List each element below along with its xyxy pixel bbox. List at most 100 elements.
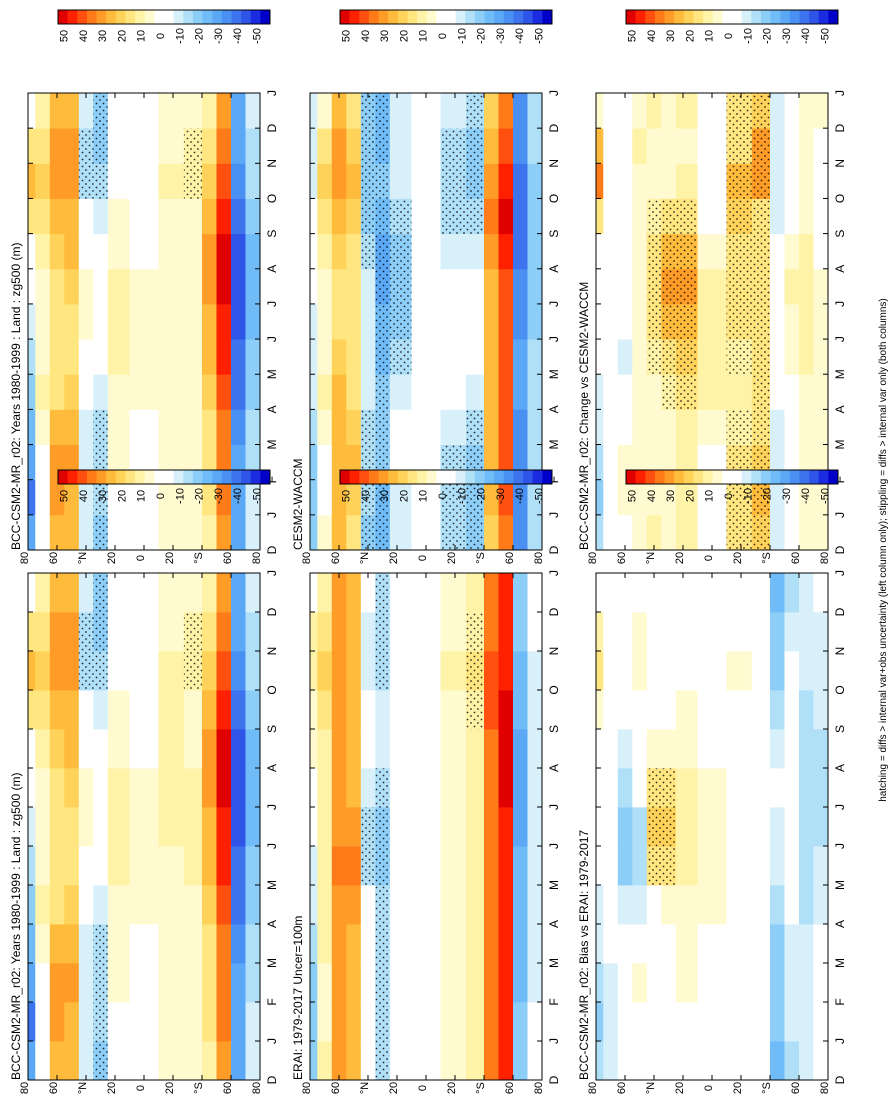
heat-cell — [617, 479, 633, 516]
stipple-cell — [375, 846, 391, 886]
heat-cell — [245, 651, 261, 691]
heat-cell — [527, 128, 543, 164]
heat-cell — [661, 163, 677, 199]
lat-tick-label: 80 — [301, 1082, 313, 1094]
heat-cell — [465, 1041, 485, 1081]
heat-cell — [751, 1002, 771, 1042]
heat-cell — [440, 303, 467, 340]
heat-cell — [346, 128, 362, 164]
heat-cell — [697, 573, 727, 613]
month-tick-label: F — [547, 476, 561, 483]
heat-cell — [93, 268, 109, 305]
heat-cell — [813, 233, 829, 270]
heat-cell — [28, 198, 36, 235]
lat-tick-label: 0 — [135, 555, 147, 561]
heat-cell — [784, 963, 800, 1003]
month-tick-label: A — [265, 920, 279, 928]
heat-cell — [216, 93, 232, 129]
lat-tick-label: 80 — [819, 1082, 831, 1094]
heat-cell — [346, 163, 362, 199]
colorbar-swatch — [674, 10, 685, 24]
heat-cell — [513, 409, 528, 445]
heat-cell — [346, 1002, 362, 1042]
heat-cell — [675, 924, 698, 964]
heat-cell — [813, 303, 829, 340]
stipple-cell — [661, 846, 677, 886]
heat-cell — [183, 303, 203, 340]
heat-cell — [331, 729, 347, 769]
heat-cell — [107, 268, 130, 305]
stipple-cell — [375, 128, 391, 164]
heat-cell — [78, 374, 94, 410]
colorbar-swatch — [703, 470, 713, 484]
month-tick-label: N — [265, 647, 279, 656]
heat-cell — [35, 1041, 51, 1081]
heat-cell — [603, 514, 619, 551]
heat-cell — [784, 846, 800, 886]
heat-cell — [331, 339, 347, 375]
heat-cell — [216, 514, 232, 551]
heat-cell — [465, 268, 485, 305]
stipple-cell — [389, 339, 412, 375]
month-tick-label: M — [833, 440, 847, 450]
stipple-cell — [751, 163, 771, 199]
heat-cell — [513, 768, 528, 808]
colorbar-swatch — [144, 10, 155, 24]
footer-note: hatching = diffs > internal var+obs unce… — [878, 298, 889, 802]
heat-cell — [158, 846, 185, 886]
heat-cell — [317, 374, 333, 410]
panel-obs: D J F M A M J J A S O N D J 80 60 °N 20 0 20 °S 60 80 ERAI: 197… — [291, 570, 561, 1094]
stipple-cell — [646, 198, 662, 235]
heat-cell — [346, 924, 362, 964]
heat-cell — [202, 374, 217, 410]
heat-cell — [596, 409, 604, 445]
heat-cell — [784, 233, 800, 270]
heat-cell — [129, 651, 159, 691]
month-tick-label: A — [547, 265, 561, 273]
heat-cell — [697, 198, 727, 235]
heat-cell — [346, 198, 362, 235]
stipple-cell — [726, 409, 753, 445]
heat-cell — [64, 303, 80, 340]
heat-cell — [646, 128, 662, 164]
stipple-cell — [465, 128, 485, 164]
heat-cell — [49, 268, 65, 305]
stipple-cell — [726, 479, 753, 516]
heat-cell — [603, 573, 619, 613]
heat-cell — [411, 409, 441, 445]
heat-cell — [78, 268, 94, 305]
heat-cell — [389, 128, 412, 164]
heat-cell — [35, 807, 51, 847]
heat-cell — [411, 729, 441, 769]
month-tick-label: S — [547, 725, 561, 733]
colorbar: 50 40 30 20 10 0 -10 -20 -30 -40 -50 — [339, 469, 553, 504]
heat-cell — [646, 1041, 662, 1081]
heat-cell — [158, 963, 185, 1003]
heat-cell — [527, 409, 543, 445]
heat-cell — [78, 807, 94, 847]
heat-cell — [202, 651, 217, 691]
heat-cell — [202, 846, 217, 886]
heat-cell — [202, 479, 217, 516]
heat-cell — [129, 768, 159, 808]
heat-cell — [317, 807, 333, 847]
heat-cell — [770, 93, 785, 129]
heat-cell — [245, 885, 261, 925]
heat-cell — [64, 479, 80, 516]
heat-cell — [697, 409, 727, 445]
heat-cell — [93, 885, 109, 925]
heat-cell — [346, 268, 362, 305]
heat-cell — [813, 479, 829, 516]
heat-cell — [107, 374, 130, 410]
heat-cell — [527, 198, 543, 235]
heat-cell — [231, 303, 246, 340]
heat-cell — [513, 690, 528, 730]
heat-cell — [603, 729, 619, 769]
lat-tick-label: °N — [359, 1082, 371, 1094]
stipple-cell — [675, 233, 698, 270]
heat-cell — [35, 409, 51, 445]
stipple-cell — [375, 885, 391, 925]
heat-cell — [202, 768, 217, 808]
heat-cell — [646, 374, 662, 410]
